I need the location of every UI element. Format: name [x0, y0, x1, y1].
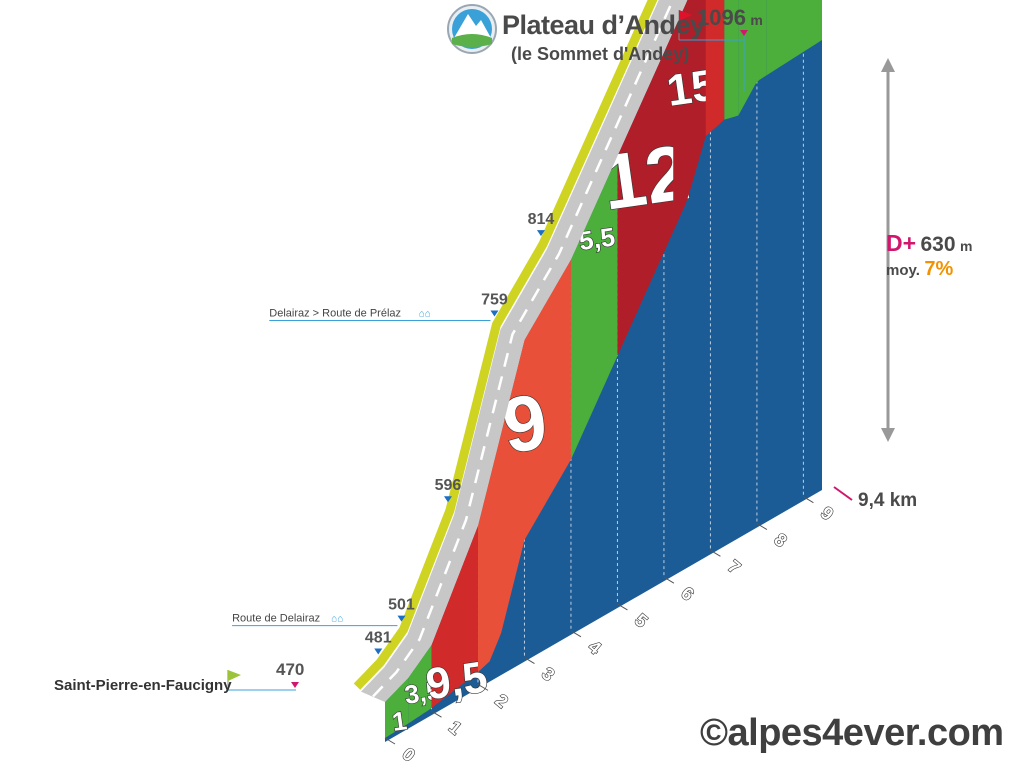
km-tick-9: 9 [817, 502, 838, 524]
altitude-pin-2 [397, 615, 406, 622]
km-tick-0: 0 [398, 744, 419, 766]
km-tick-2: 2 [491, 690, 512, 712]
altitude-marker-3: 596 [435, 477, 462, 494]
km-tick-mark-2 [477, 683, 489, 691]
altitude-pin-4 [490, 310, 499, 317]
profile-road [353, 0, 688, 702]
waypoint-label-1: Delairaz > Route de Prélaz [269, 308, 401, 320]
altitude-pin-1 [374, 648, 383, 655]
page-title: Plateau d’Andey [502, 10, 705, 40]
avg-value: 7% [924, 258, 954, 280]
house-icon: ⌂⌂ [331, 614, 343, 625]
summit-altitude-unit: m [750, 12, 763, 28]
total-distance: 9,4 km [858, 490, 918, 511]
km-tick-3: 3 [538, 663, 559, 685]
waypoint-labels: Route de Delairaz ⌂⌂ Delairaz > Route de P… [232, 308, 491, 627]
km-tick-6: 6 [677, 583, 698, 605]
page-subtitle: (le Sommet d'Andey) [511, 44, 690, 64]
grade-segment-7 [705, 0, 725, 137]
grade-segment-1 [408, 644, 432, 724]
grade-segment-6 [673, 0, 706, 232]
grade-segment-10 [766, 0, 822, 76]
grade-segment-3 [477, 259, 571, 673]
grade-segment-0 [385, 677, 409, 738]
elevation-gain-block: D+ 630 m [886, 230, 972, 257]
km-tick-8: 8 [770, 529, 791, 551]
waypoint-label-0: Route de Delairaz [232, 613, 320, 625]
altitude-marker-4: 759 [481, 292, 508, 309]
road-edge [353, 0, 658, 690]
grade-segment-5 [617, 31, 674, 356]
altitude-marker-1: 481 [365, 629, 392, 646]
km-tick-mark-1 [431, 710, 442, 718]
average-grade-block: moy. 7% [886, 258, 953, 281]
km-tick-mark-0 [384, 737, 396, 745]
km-tick-4: 4 [584, 637, 605, 659]
altitude-pin-3 [443, 496, 452, 503]
start-altitude: 470 [276, 660, 305, 679]
dplus-unit: m [960, 238, 973, 254]
grade-segment-2 [431, 525, 478, 709]
grade-segment-9 [738, 0, 767, 116]
km-tick-mark-9 [803, 496, 814, 504]
house-icon: ⌂⌂ [419, 309, 431, 320]
summit-altitude: 1096 m [697, 5, 763, 31]
dplus-value: 630 [920, 233, 956, 256]
altitude-marker-5: 814 [528, 211, 555, 228]
altitude-pin-5 [536, 230, 545, 237]
avg-label: moy. [886, 262, 920, 279]
profile-segments: 13,59,595,512153,50,54,50,5 [385, 0, 822, 738]
grade-segment-8 [724, 0, 739, 120]
km-tick-7: 7 [724, 556, 745, 578]
start-name: Saint-Pierre-en-Faucigny [54, 677, 232, 694]
credit-watermark: ©alpes4ever.com [700, 712, 1004, 754]
km-tick-mark-4 [570, 630, 582, 638]
km-tick-mark-7 [710, 549, 721, 557]
km-tick-mark-6 [663, 576, 675, 584]
road-centerline [372, 0, 675, 698]
grade-segment-4 [570, 155, 618, 460]
km-tick-mark-8 [756, 523, 768, 530]
km-tick-5: 5 [631, 610, 652, 632]
altitude-marker-2: 501 [388, 597, 415, 614]
summit-altitude-value: 1096 [697, 5, 746, 30]
km-tick-mark-5 [617, 603, 628, 611]
altitude-markers: 48150159675981410111066107210681092 [365, 211, 555, 655]
km-tick-mark-3 [524, 657, 535, 665]
grade-label-0: 1 [390, 705, 409, 737]
dplus-label: D+ [886, 230, 917, 256]
road-surface [361, 0, 688, 702]
km-tick-1: 1 [445, 717, 466, 739]
